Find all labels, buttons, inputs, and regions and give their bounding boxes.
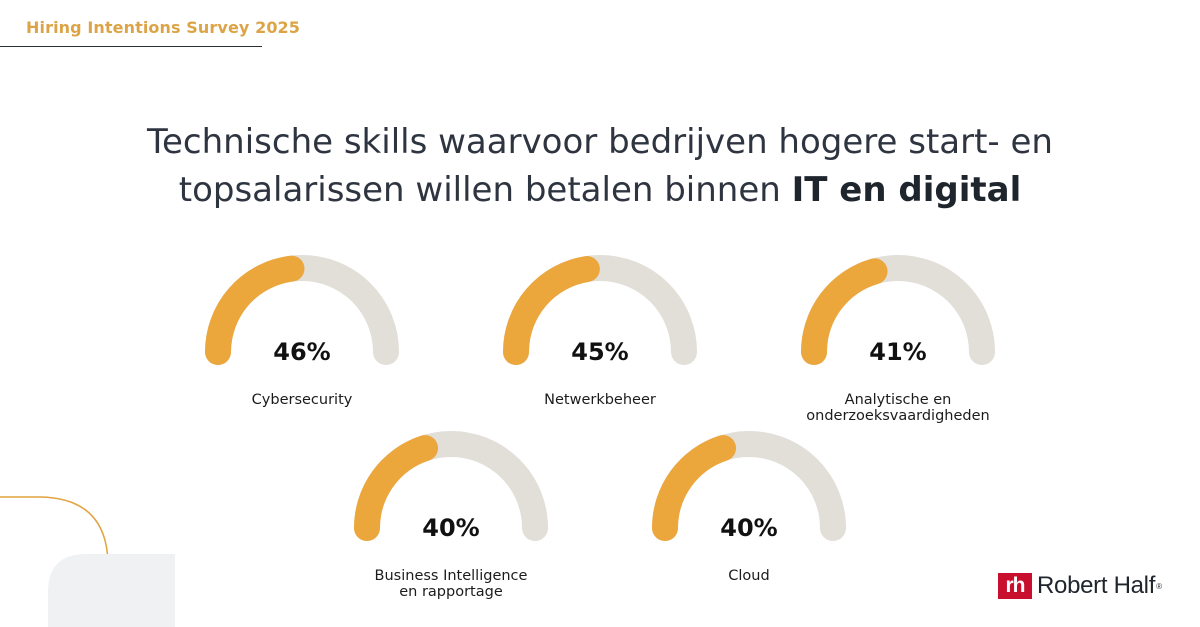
header-divider bbox=[0, 46, 262, 47]
gauge-category-label: Cybersecurity bbox=[172, 392, 432, 408]
gauge-label-line: onderzoeksvaardigheden bbox=[806, 408, 990, 424]
survey-title: Hiring Intentions Survey 2025 bbox=[26, 18, 301, 37]
gauge-label-line: Business Intelligence bbox=[374, 568, 528, 584]
title-emphasis: IT en digital bbox=[791, 170, 1022, 210]
gauge-value-label: 40% bbox=[720, 514, 777, 542]
gauge-label-line: Analytische en bbox=[844, 392, 952, 408]
gauge-category-label: Netwerkbeheer bbox=[470, 392, 730, 408]
gauge-fill bbox=[354, 435, 439, 541]
gauge-fill bbox=[652, 435, 737, 541]
gauge-category-label: Cloud bbox=[619, 568, 879, 584]
brand-name: Robert Half bbox=[1037, 572, 1156, 599]
gauge-label-line: Cybersecurity bbox=[251, 392, 353, 408]
gauge-fill bbox=[205, 255, 305, 365]
registered-mark: ® bbox=[1156, 581, 1162, 591]
gauge-fill bbox=[801, 258, 888, 365]
gauge-label-line: Cloud bbox=[728, 568, 770, 584]
gauge-category-label: Analytische en onderzoeksvaardigheden bbox=[768, 392, 1028, 424]
title-line-2: topsalarissen willen betalen binnen bbox=[178, 170, 792, 210]
chart-title: Technische skills waarvoor bedrijven hog… bbox=[100, 118, 1100, 214]
gauge-label-line: en rapportage bbox=[399, 584, 503, 600]
title-line-1: Technische skills waarvoor bedrijven hog… bbox=[147, 122, 1053, 162]
gauge-value-label: 46% bbox=[273, 338, 330, 366]
rh-logo-mark: rh bbox=[998, 573, 1032, 599]
gauge-value-label: 45% bbox=[571, 338, 628, 366]
gauge-value-label: 40% bbox=[422, 514, 479, 542]
gauge-fill bbox=[503, 256, 600, 365]
gauge-category-label: Business Intelligence en rapportage bbox=[321, 568, 581, 600]
gauge-value-label: 41% bbox=[869, 338, 926, 366]
decorative-shape bbox=[48, 554, 175, 627]
robert-half-logo: rh Robert Half ® bbox=[998, 572, 1162, 599]
gauge-label-line: Netwerkbeheer bbox=[544, 392, 656, 408]
